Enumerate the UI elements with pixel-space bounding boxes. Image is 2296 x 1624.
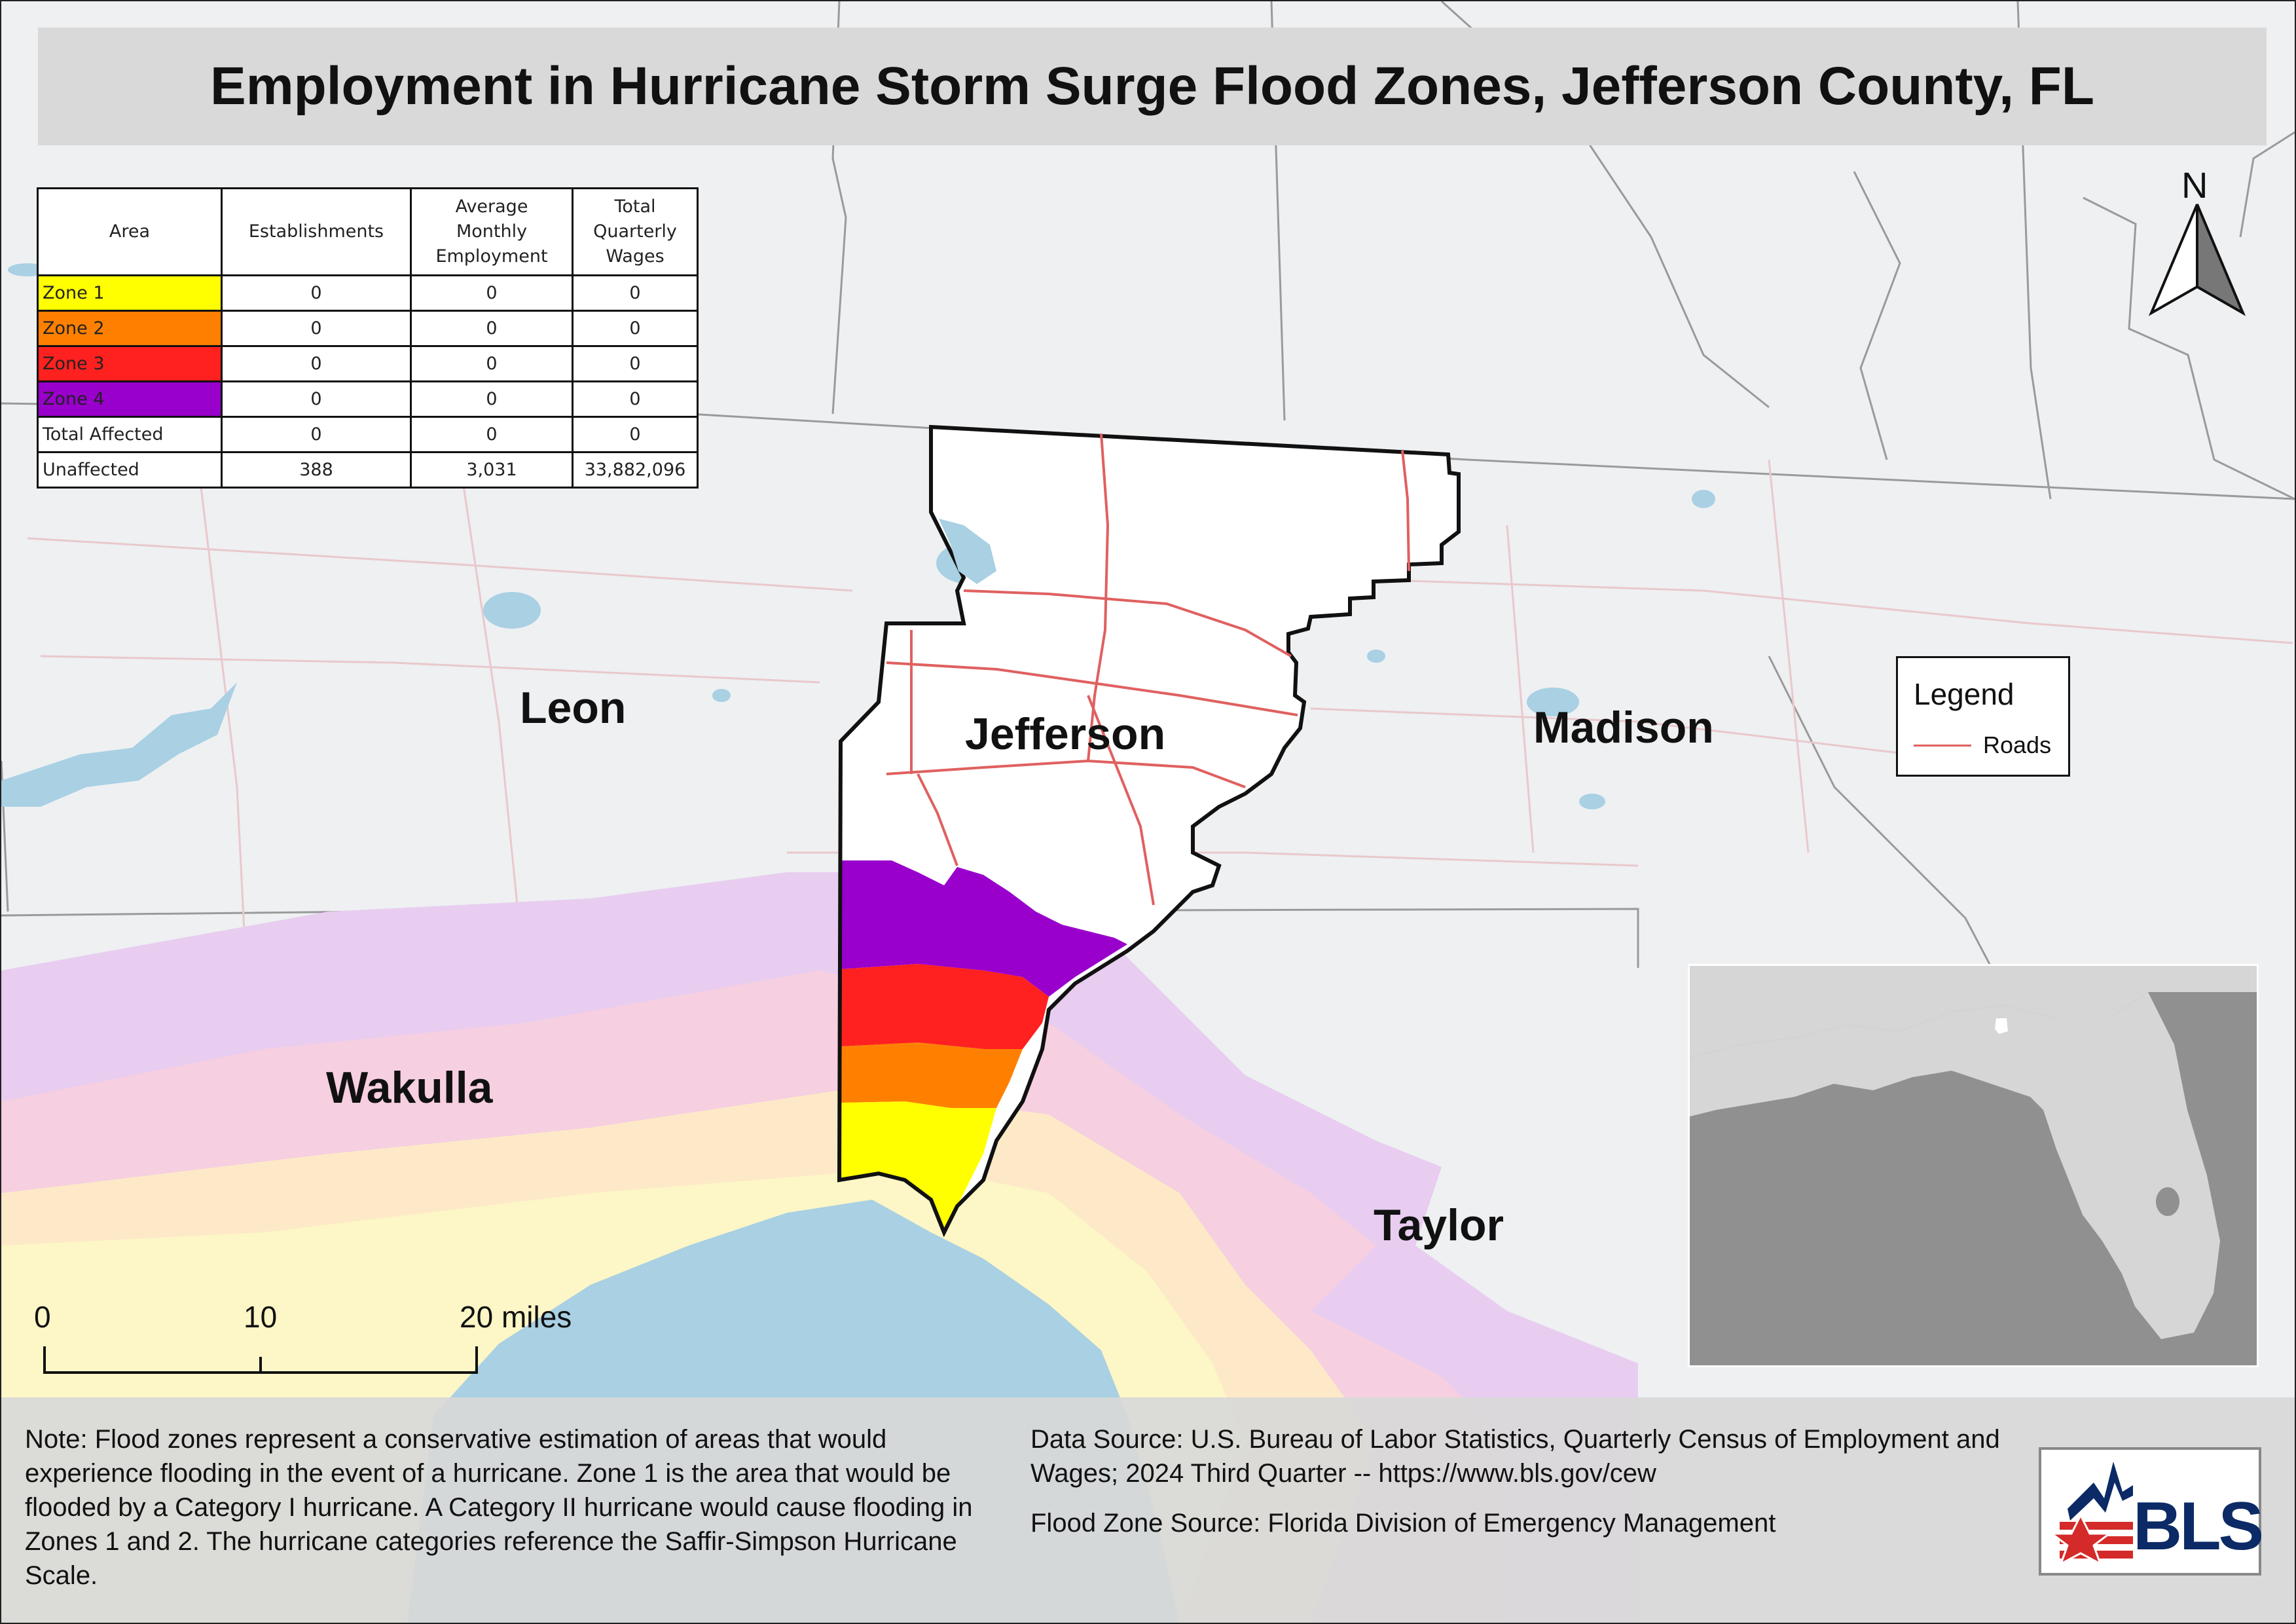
row-employment: 0	[410, 274, 574, 312]
row-establishments: 0	[221, 380, 412, 418]
footer-panel	[1, 1397, 2295, 1623]
scale-label-twenty: 20 miles	[460, 1300, 572, 1334]
header-establishments: Establishments	[221, 187, 412, 276]
bls-flag-icon	[2049, 1462, 2133, 1566]
flood-zone-source: Flood Zone Source: Florida Division of E…	[1030, 1509, 1776, 1538]
zone-3-area	[841, 964, 1049, 1049]
table-row: Unaffected 388 3,031 33,882,096	[37, 451, 699, 489]
inset-florida	[1690, 992, 2220, 1339]
row-employment: 0	[410, 310, 574, 347]
county-label-jefferson: Jefferson	[965, 709, 1166, 759]
row-wages: 0	[572, 274, 699, 312]
row-area-zone-4: Zone 4	[37, 380, 223, 418]
header-employment-line2: Monthly	[456, 221, 528, 242]
header-wages-line1: Total	[614, 196, 656, 217]
data-source: Data Source: U.S. Bureau of Labor Statis…	[1030, 1425, 2000, 1488]
row-employment: 0	[410, 416, 574, 453]
zone-4-area	[841, 860, 1127, 997]
row-area-unaffected: Unaffected	[37, 451, 223, 489]
row-establishments: 0	[221, 274, 412, 312]
county-label-wakulla: Wakulla	[326, 1063, 493, 1113]
row-area-zone-2: Zone 2	[37, 310, 223, 347]
employment-table: Area Establishments Average Monthly Empl…	[37, 187, 699, 489]
header-area: Area	[37, 187, 223, 276]
row-wages: 0	[572, 310, 699, 347]
table-row: Zone 3 0 0 0	[37, 345, 699, 382]
jefferson-county-outline	[837, 424, 1461, 1238]
header-wages-line3: Wages	[606, 246, 665, 267]
row-employment: 0	[410, 380, 574, 418]
zone-2-area	[841, 1043, 1023, 1108]
row-employment: 3,031	[410, 451, 574, 489]
scale-label-zero: 0	[34, 1300, 51, 1334]
north-arrow-icon	[2148, 204, 2246, 316]
jefferson-roads	[886, 433, 1410, 906]
table-row: Zone 1 0 0 0	[37, 274, 699, 312]
row-establishments: 0	[221, 310, 412, 347]
title-banner: Employment in Hurricane Storm Surge Floo…	[38, 28, 2267, 145]
row-wages: 33,882,096	[572, 451, 699, 489]
scale-label-ten: 10	[244, 1300, 278, 1334]
inset-jefferson-highlight	[1995, 1018, 2008, 1034]
inset-land-north	[1690, 966, 2257, 1058]
florida-inset-svg	[1690, 966, 2257, 1365]
county-label-leon: Leon	[520, 683, 627, 733]
header-employment-line3: Employment	[435, 246, 548, 267]
table-row: Zone 4 0 0 0	[37, 380, 699, 418]
header-wages-line2: Quarterly	[593, 221, 677, 242]
scale-bar	[43, 1346, 478, 1374]
row-wages: 0	[572, 380, 699, 418]
faint-roads	[27, 459, 2293, 1050]
row-employment: 0	[410, 345, 574, 382]
header-employment: Average Monthly Employment	[410, 187, 574, 276]
row-area-zone-3: Zone 3	[37, 345, 223, 382]
row-area-total-affected: Total Affected	[37, 416, 223, 453]
header-wages: Total Quarterly Wages	[572, 187, 699, 276]
jefferson-flood-zones	[841, 860, 1127, 1232]
table-row: Total Affected 0 0 0	[37, 416, 699, 453]
map-legend: Legend Roads	[1896, 656, 2070, 777]
inset-lake	[2156, 1187, 2179, 1216]
row-wages: 0	[572, 345, 699, 382]
row-establishments: 388	[221, 451, 412, 489]
bls-logo-text: BLS	[2133, 1488, 2264, 1564]
table-header-row: Area Establishments Average Monthly Empl…	[37, 187, 699, 276]
county-label-taylor: Taylor	[1374, 1200, 1504, 1250]
header-employment-line1: Average	[455, 196, 528, 217]
county-label-madison: Madison	[1533, 703, 1714, 752]
row-area-zone-1: Zone 1	[37, 274, 223, 312]
bls-logo: BLS	[2039, 1447, 2264, 1576]
table-row: Zone 2 0 0 0	[37, 310, 699, 347]
legend-title: Legend	[1914, 677, 2014, 711]
bls-logo-icon	[2049, 1462, 2133, 1566]
florida-inset-map	[1688, 964, 2259, 1367]
inset-land-west	[1690, 966, 1768, 1044]
row-establishments: 0	[221, 345, 412, 382]
flood-zone-note: Note: Flood zones represent a conservati…	[25, 1425, 973, 1590]
zone-1-area	[841, 1101, 996, 1232]
page-title: Employment in Hurricane Storm Surge Floo…	[210, 56, 2094, 116]
row-establishments: 0	[221, 416, 412, 453]
legend-roads-label: Roads	[1983, 731, 2052, 758]
row-wages: 0	[572, 416, 699, 453]
lake-miccosukee	[939, 519, 996, 584]
north-label: N	[2181, 164, 2208, 206]
roads-line-icon	[1914, 745, 1971, 747]
